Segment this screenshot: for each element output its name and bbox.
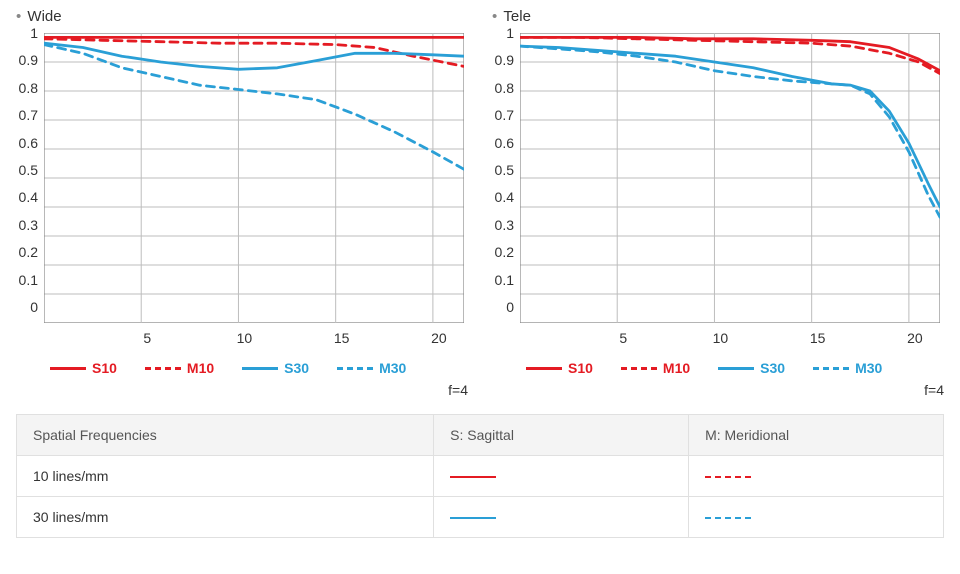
- legend-label: M30: [379, 360, 406, 376]
- legend-item-S10: S10: [526, 360, 593, 376]
- y-tick-label: 0: [30, 299, 38, 315]
- x-tick-label: 5: [143, 330, 151, 346]
- f-label: f=4: [16, 382, 468, 398]
- series-M10: [520, 37, 940, 73]
- chart-panel-tele: Tele1 0.9 0.8 0.7 0.6 0.5 0.4 0.3 0.2 0.1 0 5 10 15 20…: [492, 8, 944, 398]
- legend-label: S10: [568, 360, 593, 376]
- table-header-sagittal: S: Sagittal: [434, 415, 689, 456]
- y-axis-labels: 1 0.9 0.8 0.7 0.6 0.5 0.4 0.3 0.2 0.1 0: [16, 25, 44, 315]
- legend-label: M30: [855, 360, 882, 376]
- legend-swatch: [813, 367, 849, 370]
- series-S30: [520, 46, 940, 207]
- legend-label: S30: [760, 360, 785, 376]
- x-axis-labels: 5 10 15 20: [50, 330, 468, 350]
- legend-item-M10: M10: [145, 360, 214, 376]
- chart-legend: S10 M10 S30 M30: [526, 360, 944, 376]
- legend-item-M30: M30: [813, 360, 882, 376]
- series-M30: [520, 46, 940, 217]
- y-tick-label: 1: [30, 25, 38, 41]
- chart-plot: [44, 33, 464, 323]
- charts-row: Wide10.90.80.70.60.50.40.30.20.105101520…: [16, 8, 944, 398]
- legend-item-M10: M10: [621, 360, 690, 376]
- series-M30: [44, 45, 464, 170]
- chart-plot: [520, 33, 940, 323]
- y-tick-label: 0.9: [19, 52, 38, 68]
- y-tick-label: 0.5: [19, 162, 38, 178]
- y-tick-label: 0.6: [19, 135, 38, 151]
- legend-label: M10: [663, 360, 690, 376]
- y-tick-label: 0.7: [19, 107, 38, 123]
- legend-swatch: [145, 367, 181, 370]
- x-tick-label: 10: [713, 330, 729, 346]
- chart-title: Tele: [492, 8, 944, 25]
- chart-legend: S10 M10 S30 M30: [50, 360, 468, 376]
- x-tick-label: 15: [334, 330, 350, 346]
- series-S30: [44, 43, 464, 69]
- x-tick-label: 15: [810, 330, 826, 346]
- table-row: 30 lines/mm: [17, 497, 944, 538]
- legend-swatch: [242, 367, 278, 370]
- y-tick-label: 0.2: [495, 244, 514, 260]
- legend-item-M30: M30: [337, 360, 406, 376]
- y-tick-label: 0.6: [495, 135, 514, 151]
- y-tick-label: 0.1: [19, 272, 38, 288]
- legend-swatch: [50, 367, 86, 370]
- legend-item-S10: S10: [50, 360, 117, 376]
- f-label: f=4: [492, 382, 944, 398]
- legend-item-S30: S30: [242, 360, 309, 376]
- sample-meridional: [705, 517, 751, 519]
- x-tick-label: 5: [619, 330, 627, 346]
- y-tick-label: 0.5: [495, 162, 514, 178]
- x-tick-label: 20: [907, 330, 923, 346]
- y-tick-label: 1: [506, 25, 514, 41]
- y-tick-label: 0.8: [495, 80, 514, 96]
- y-tick-label: 0.2: [19, 244, 38, 260]
- row-label: 10 lines/mm: [17, 456, 434, 497]
- sample-sagittal: [450, 476, 496, 478]
- x-tick-label: 20: [431, 330, 447, 346]
- table-row: 10 lines/mm: [17, 456, 944, 497]
- y-tick-label: 0.1: [495, 272, 514, 288]
- y-tick-label: 0.8: [19, 80, 38, 96]
- y-tick-label: 0.7: [495, 107, 514, 123]
- y-tick-label: 0.4: [19, 189, 38, 205]
- y-tick-label: 0: [506, 299, 514, 315]
- legend-swatch: [337, 367, 373, 370]
- sample-meridional: [705, 476, 751, 478]
- legend-label: S30: [284, 360, 309, 376]
- legend-item-S30: S30: [718, 360, 785, 376]
- y-tick-label: 0.4: [495, 189, 514, 205]
- legend-swatch: [621, 367, 657, 370]
- table-header-freq: Spatial Frequencies: [17, 415, 434, 456]
- y-tick-label: 0.3: [495, 217, 514, 233]
- row-label: 30 lines/mm: [17, 497, 434, 538]
- legend-label: M10: [187, 360, 214, 376]
- legend-swatch: [526, 367, 562, 370]
- legend-swatch: [718, 367, 754, 370]
- y-tick-label: 0.9: [495, 52, 514, 68]
- spec-table: Spatial Frequencies S: Sagittal M: Merid…: [16, 414, 944, 538]
- x-axis-labels: 5 10 15 20: [526, 330, 944, 350]
- table-header-meridional: M: Meridional: [689, 415, 944, 456]
- chart-panel-wide: Wide1 0.9 0.8 0.7 0.6 0.5 0.4 0.3 0.2 0.1 0 5 10 15 20…: [16, 8, 468, 398]
- legend-label: S10: [92, 360, 117, 376]
- chart-title: Wide: [16, 8, 468, 25]
- sample-sagittal: [450, 517, 496, 519]
- table-header-row: Spatial Frequencies S: Sagittal M: Merid…: [17, 415, 944, 456]
- x-tick-label: 10: [237, 330, 253, 346]
- y-tick-label: 0.3: [19, 217, 38, 233]
- y-axis-labels: 1 0.9 0.8 0.7 0.6 0.5 0.4 0.3 0.2 0.1 0: [492, 25, 520, 315]
